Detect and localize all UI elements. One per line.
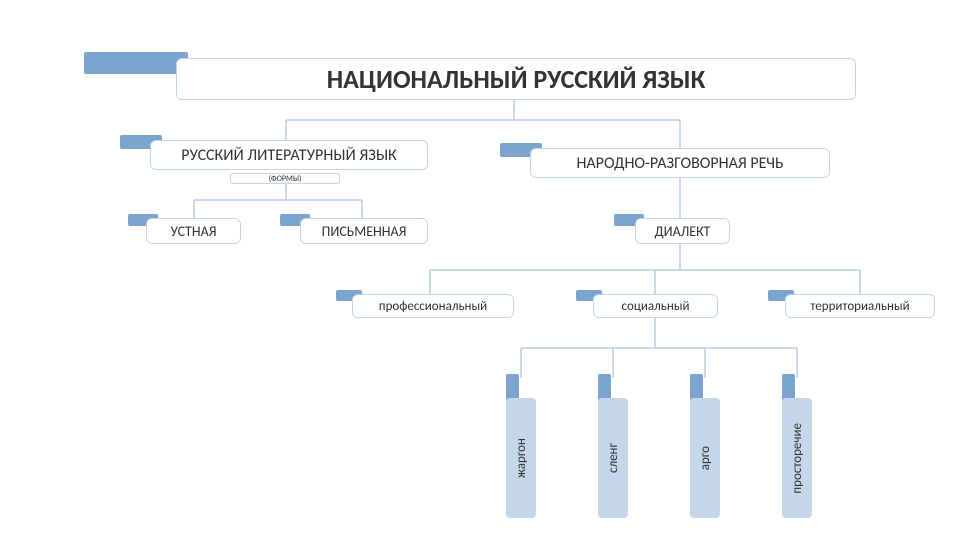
vertical-node: сленг [598, 398, 628, 518]
oral-node: УСТНАЯ [146, 218, 241, 244]
forms-subnode: (ФОРМЫ) [230, 173, 340, 184]
social-text: социальный [621, 299, 689, 314]
title-tab [84, 52, 188, 74]
written-node: ПИСЬМЕННАЯ [300, 218, 428, 244]
social-node: социальный [593, 294, 718, 318]
vertical-node: арго [690, 398, 720, 518]
written-text: ПИСЬМЕННАЯ [322, 223, 407, 240]
literary-node: РУССКИЙ ЛИТЕРАТУРНЫЙ ЯЗЫК [150, 140, 428, 170]
professional-text: профессиональный [379, 299, 487, 314]
literary-text: РУССКИЙ ЛИТЕРАТУРНЫЙ ЯЗЫК [181, 146, 396, 165]
vertical-node: просторечие [782, 398, 812, 518]
forms-text: (ФОРМЫ) [269, 174, 302, 184]
territorial-text: территориальный [810, 299, 909, 314]
oral-text: УСТНАЯ [171, 223, 217, 240]
vertical-node: жаргон [506, 398, 536, 518]
colloquial-text: НАРОДНО-РАЗГОВОРНАЯ РЕЧЬ [576, 154, 783, 173]
dialect-text: ДИАЛЕКТ [655, 223, 711, 240]
vertical-label: просторечие [791, 423, 804, 494]
vertical-label: сленг [607, 443, 620, 473]
territorial-node: территориальный [785, 294, 935, 318]
title-node: НАЦИОНАЛЬНЫЙ РУССКИЙ ЯЗЫК [176, 58, 856, 100]
vertical-label: арго [699, 446, 712, 470]
professional-node: профессиональный [352, 294, 514, 318]
dialect-node: ДИАЛЕКТ [635, 218, 730, 244]
title-text: НАЦИОНАЛЬНЫЙ РУССКИЙ ЯЗЫК [327, 63, 706, 95]
colloquial-node: НАРОДНО-РАЗГОВОРНАЯ РЕЧЬ [530, 148, 830, 178]
vertical-label: жаргон [515, 438, 528, 478]
